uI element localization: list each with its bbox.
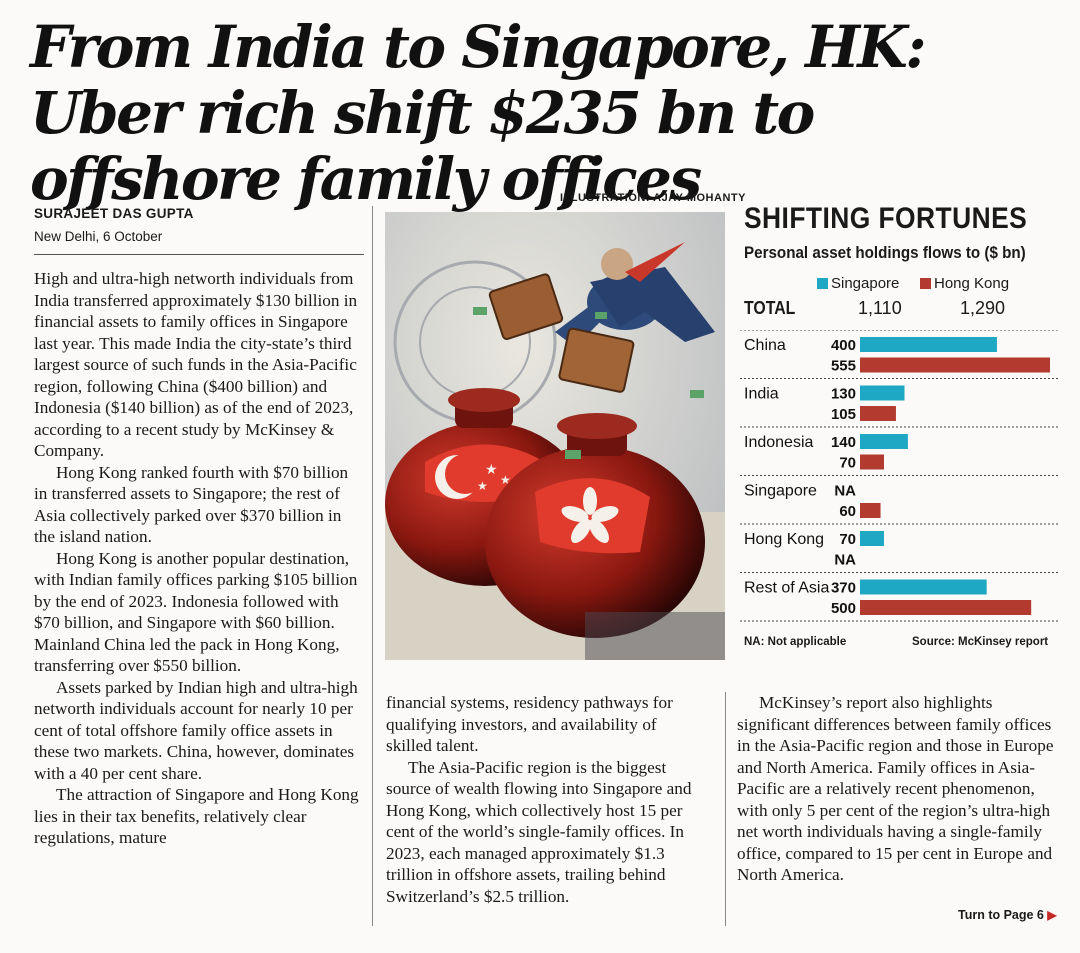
bar-hong-kong (860, 357, 1050, 373)
data-label: 130 (831, 386, 856, 403)
total-label: TOTAL (744, 298, 796, 318)
chart-subtitle: Personal asset holdings flows to ($ bn) (744, 244, 1026, 262)
illustration: ★ ★ ★ (385, 212, 725, 660)
paragraph: High and ultra-high networth individuals… (34, 269, 358, 460)
hong-kong-pot (485, 413, 705, 638)
legend-swatch (817, 278, 828, 289)
data-label: NA (834, 483, 856, 500)
bar-hong-kong (860, 454, 884, 470)
category-label: Indonesia (744, 434, 813, 451)
total-hong-kong: 1,290 (960, 298, 1006, 318)
chart-title: SHIFTING FORTUNES (744, 202, 1028, 235)
paragraph: Hong Kong ranked fourth with $70 billion… (34, 462, 349, 547)
right-arrow-icon: ▶ (1047, 908, 1057, 922)
headline: From India to Singapore, HK: Uber rich s… (30, 13, 927, 213)
category-label: Hong Kong (744, 531, 824, 548)
paragraph: The attraction of Singapore and Hong Kon… (34, 785, 359, 847)
bar-hong-kong (860, 406, 896, 421)
svg-text:★: ★ (500, 473, 511, 487)
bar-hong-kong (860, 600, 1032, 615)
chart-source: Source: McKinsey report (912, 636, 1049, 648)
legend-hong-kong: Hong Kong (920, 275, 1009, 292)
bar-singapore (860, 337, 997, 352)
byline-author: SURAJEET DAS GUPTA (34, 206, 194, 221)
data-label: 370 (831, 580, 856, 597)
turn-to-page-link[interactable]: Turn to Page 6 ▶ (958, 908, 1057, 922)
data-label: 105 (831, 406, 856, 423)
article-column-1: High and ultra-high networth individuals… (34, 268, 364, 849)
bar-singapore (860, 434, 908, 449)
article-column-2: financial systems, residency pathways fo… (386, 692, 702, 907)
data-label: 60 (839, 503, 856, 520)
paragraph: McKinsey’s report also highlights signif… (737, 693, 1054, 884)
illustration-credit: ILLUSTRATION: AJAY MOHANTY (560, 192, 746, 204)
category-label: India (744, 386, 779, 403)
data-label: 555 (831, 358, 856, 375)
legend-label: Hong Kong (934, 275, 1010, 292)
bar-singapore (860, 531, 884, 546)
bar-singapore (860, 579, 987, 595)
byline-divider (34, 254, 364, 255)
byline-place-date: New Delhi, 6 October (34, 229, 163, 244)
legend-label: Singapore (831, 275, 900, 292)
data-label: 400 (831, 337, 856, 354)
data-label: 70 (839, 455, 856, 472)
category-label: Rest of Asia (744, 580, 829, 597)
legend-singapore: Singapore (817, 275, 899, 292)
column-divider (725, 692, 726, 926)
paragraph: The Asia-Pacific region is the biggest s… (386, 757, 692, 906)
column-divider (372, 206, 373, 926)
svg-text:★: ★ (477, 479, 488, 493)
paragraph: Assets parked by Indian high and ultra-h… (34, 677, 358, 783)
legend-swatch (920, 278, 931, 289)
data-label: NA (834, 552, 856, 569)
svg-text:★: ★ (485, 462, 498, 478)
total-singapore: 1,110 (858, 298, 902, 318)
chart-footnote: NA: Not applicable (744, 636, 847, 648)
data-label: 140 (831, 434, 856, 451)
bar-singapore (860, 385, 905, 401)
data-label: 70 (839, 531, 856, 548)
category-label: Singapore (744, 483, 817, 500)
article-column-3: McKinsey’s report also highlights signif… (737, 692, 1057, 886)
bar-hong-kong (860, 503, 881, 518)
paragraph: Hong Kong is another popular destination… (34, 548, 358, 676)
category-label: China (744, 337, 786, 354)
turn-to-page-label: Turn to Page 6 (958, 908, 1044, 922)
paragraph: financial systems, residency pathways fo… (386, 693, 673, 755)
data-label: 500 (831, 600, 856, 617)
asset-flows-bar-chart: China 400 555 India 130 105 Indonesia 140 70 Sing… (740, 330, 1058, 622)
